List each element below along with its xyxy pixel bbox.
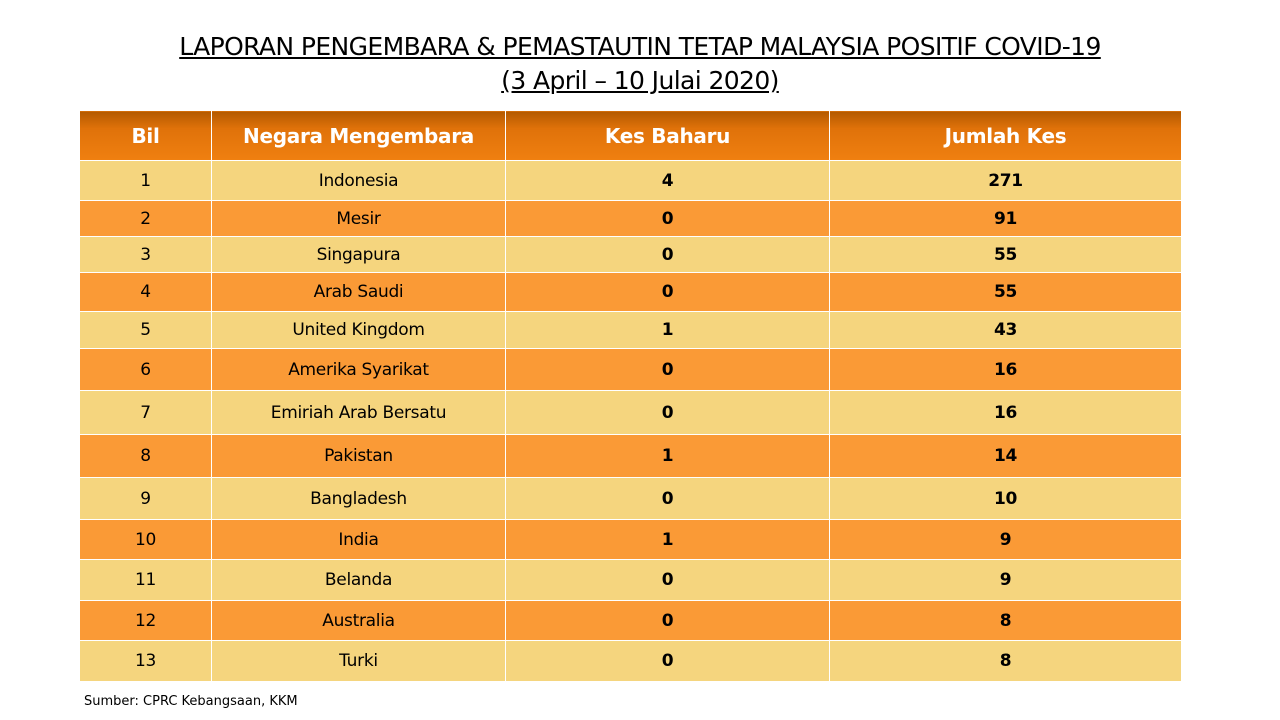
cell-jumlah-kes: 8 xyxy=(829,640,1182,682)
page-subtitle: (3 April – 10 Julai 2020) xyxy=(501,66,779,95)
table-row: 9 Bangladesh 0 10 xyxy=(79,477,1182,520)
table-row: 10 India 1 9 xyxy=(79,519,1182,560)
cell-bil: 8 xyxy=(79,434,212,478)
cell-bil: 7 xyxy=(79,390,212,435)
cell-kes-baharu: 1 xyxy=(505,519,830,560)
source-note: Sumber: CPRC Kebangsaan, KKM xyxy=(84,694,298,709)
table-row: 2 Mesir 0 91 xyxy=(79,200,1182,237)
cell-jumlah-kes: 43 xyxy=(829,311,1182,349)
cell-kes-baharu: 0 xyxy=(505,477,830,520)
cell-kes-baharu: 1 xyxy=(505,434,830,478)
cell-jumlah-kes: 8 xyxy=(829,600,1182,641)
cell-jumlah-kes: 271 xyxy=(829,160,1182,201)
cell-jumlah-kes: 10 xyxy=(829,477,1182,520)
cell-kes-baharu: 4 xyxy=(505,160,830,201)
cell-kes-baharu: 0 xyxy=(505,272,830,312)
cell-jumlah-kes: 14 xyxy=(829,434,1182,478)
cell-negara: United Kingdom xyxy=(211,311,506,349)
cell-jumlah-kes: 9 xyxy=(829,519,1182,560)
table-row: 7 Emiriah Arab Bersatu 0 16 xyxy=(79,390,1182,435)
header-negara: Negara Mengembara xyxy=(211,110,506,161)
cell-bil: 12 xyxy=(79,600,212,641)
page-title: LAPORAN PENGEMBARA & PEMASTAUTIN TETAP M… xyxy=(179,32,1101,61)
table-row: 4 Arab Saudi 0 55 xyxy=(79,272,1182,312)
table-row: 12 Australia 0 8 xyxy=(79,600,1182,641)
header-bil: Bil xyxy=(79,110,212,161)
cell-negara: India xyxy=(211,519,506,560)
cell-bil: 5 xyxy=(79,311,212,349)
cell-negara: Arab Saudi xyxy=(211,272,506,312)
table-row: 13 Turki 0 8 xyxy=(79,640,1182,682)
table-row: 6 Amerika Syarikat 0 16 xyxy=(79,348,1182,391)
table-row: 1 Indonesia 4 271 xyxy=(79,160,1182,201)
cell-kes-baharu: 0 xyxy=(505,200,830,237)
cell-bil: 6 xyxy=(79,348,212,391)
header-kes-baharu: Kes Baharu xyxy=(505,110,830,161)
table-header-row: Bil Negara Mengembara Kes Baharu Jumlah … xyxy=(79,110,1182,161)
table-row: 3 Singapura 0 55 xyxy=(79,236,1182,273)
cell-bil: 10 xyxy=(79,519,212,560)
cell-kes-baharu: 0 xyxy=(505,600,830,641)
cell-kes-baharu: 0 xyxy=(505,559,830,601)
header-jumlah-kes: Jumlah Kes xyxy=(829,110,1182,161)
cases-table: Bil Negara Mengembara Kes Baharu Jumlah … xyxy=(79,110,1182,682)
cell-jumlah-kes: 91 xyxy=(829,200,1182,237)
cell-bil: 1 xyxy=(79,160,212,201)
cell-negara: Turki xyxy=(211,640,506,682)
cell-negara: Belanda xyxy=(211,559,506,601)
table-row: 8 Pakistan 1 14 xyxy=(79,434,1182,478)
cell-negara: Amerika Syarikat xyxy=(211,348,506,391)
cell-negara: Emiriah Arab Bersatu xyxy=(211,390,506,435)
cell-negara: Australia xyxy=(211,600,506,641)
cell-bil: 11 xyxy=(79,559,212,601)
cell-jumlah-kes: 9 xyxy=(829,559,1182,601)
cell-kes-baharu: 0 xyxy=(505,236,830,273)
cell-negara: Bangladesh xyxy=(211,477,506,520)
cell-bil: 3 xyxy=(79,236,212,273)
cell-jumlah-kes: 55 xyxy=(829,236,1182,273)
cell-negara: Singapura xyxy=(211,236,506,273)
cell-negara: Indonesia xyxy=(211,160,506,201)
table-row: 5 United Kingdom 1 43 xyxy=(79,311,1182,349)
cell-negara: Mesir xyxy=(211,200,506,237)
cell-bil: 2 xyxy=(79,200,212,237)
cell-kes-baharu: 0 xyxy=(505,390,830,435)
cell-jumlah-kes: 16 xyxy=(829,390,1182,435)
cell-kes-baharu: 1 xyxy=(505,311,830,349)
table-row: 11 Belanda 0 9 xyxy=(79,559,1182,601)
cell-kes-baharu: 0 xyxy=(505,640,830,682)
cell-jumlah-kes: 16 xyxy=(829,348,1182,391)
cell-negara: Pakistan xyxy=(211,434,506,478)
cell-bil: 4 xyxy=(79,272,212,312)
cell-kes-baharu: 0 xyxy=(505,348,830,391)
cell-bil: 9 xyxy=(79,477,212,520)
cell-bil: 13 xyxy=(79,640,212,682)
cell-jumlah-kes: 55 xyxy=(829,272,1182,312)
